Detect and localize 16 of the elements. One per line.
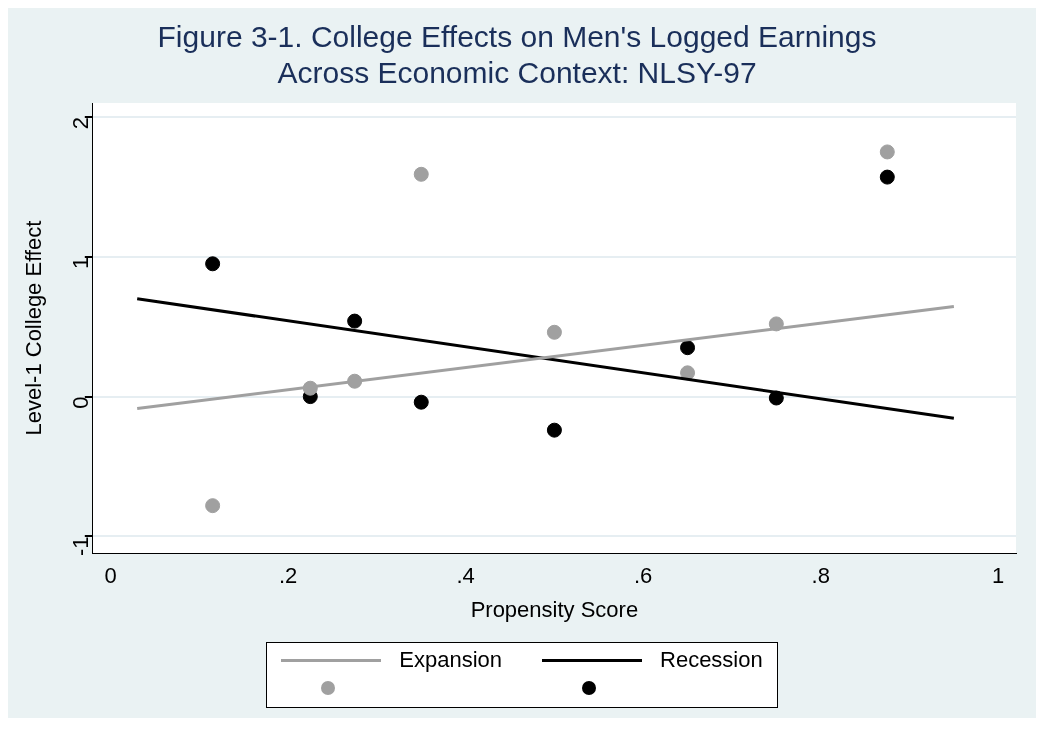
text: Figure 3-1. College Effects on Men's Logged Earnings: [157, 20, 877, 54]
y-tick-label: 2: [67, 116, 93, 130]
y-tick-label: 0: [67, 396, 93, 409]
text: Across Economic Context: NLSY-97: [277, 56, 757, 90]
x-tick-label: .8: [811, 563, 830, 589]
x-tick-label: 0: [104, 563, 117, 589]
x-tick-label: .4: [456, 563, 475, 589]
y-tick-label: -1: [67, 536, 93, 556]
legend-label: Expansion: [399, 647, 503, 673]
x-tick-label: .2: [278, 563, 298, 589]
x-tick-label: .6: [633, 563, 653, 589]
y-tick-label: 1: [67, 256, 93, 270]
legend-label: Recession: [660, 647, 763, 673]
y-axis-title: Level-1 College Effect: [21, 220, 47, 436]
x-tick-label: 1: [992, 563, 1005, 589]
x-axis-title: Propensity Score: [470, 596, 639, 622]
